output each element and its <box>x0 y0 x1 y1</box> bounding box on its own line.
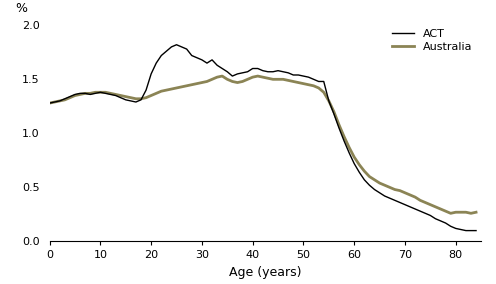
ACT <box>47 101 53 105</box>
Legend: ACT, Australia: ACT, Australia <box>388 26 476 55</box>
ACT <box>118 96 124 99</box>
Australia <box>194 82 200 85</box>
Australia <box>174 86 180 90</box>
ACT <box>463 229 469 232</box>
ACT <box>174 43 180 47</box>
ACT <box>184 47 189 51</box>
ACT <box>473 229 479 232</box>
Line: Australia: Australia <box>50 76 476 213</box>
Australia <box>118 94 124 97</box>
ACT <box>265 70 271 74</box>
Line: ACT: ACT <box>50 45 476 231</box>
X-axis label: Age (years): Age (years) <box>229 266 302 279</box>
Australia <box>448 212 454 215</box>
Australia <box>265 76 271 80</box>
ACT <box>179 45 185 49</box>
Australia <box>47 101 53 105</box>
Australia <box>458 210 464 214</box>
Australia <box>179 85 185 89</box>
Text: %: % <box>15 3 27 15</box>
ACT <box>199 58 205 62</box>
ACT <box>453 227 459 230</box>
Australia <box>219 74 225 78</box>
Australia <box>473 210 479 214</box>
